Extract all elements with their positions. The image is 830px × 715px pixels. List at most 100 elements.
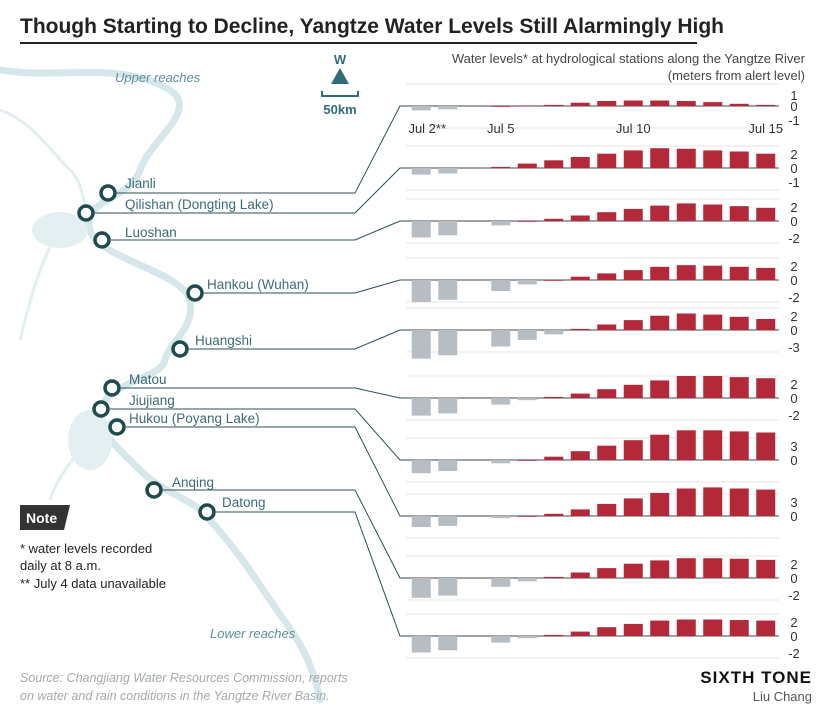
bar [650, 315, 670, 330]
bar [491, 516, 511, 519]
tick-label: 3 [790, 495, 797, 510]
tributary [0, 108, 92, 216]
tick-label: -2 [788, 290, 800, 305]
tick-label: 2 [790, 615, 797, 630]
station-label: Matou [129, 372, 167, 387]
upper-reaches-label: Upper reaches [115, 70, 201, 85]
bar [729, 431, 749, 460]
tick-label: 0 [790, 161, 797, 176]
bar [650, 434, 670, 460]
bar [676, 430, 696, 460]
bar [676, 203, 696, 221]
tick-label: 0 [790, 453, 797, 468]
station-label: Hukou (Poyang Lake) [129, 411, 260, 426]
bar [650, 492, 670, 516]
bar [438, 636, 458, 651]
bar [756, 153, 776, 168]
station-label: Anqing [172, 475, 214, 490]
tick-label: 3 [790, 439, 797, 454]
bar [570, 215, 590, 221]
bar [597, 568, 617, 578]
bar [703, 487, 723, 516]
bar [491, 106, 511, 107]
bar [597, 101, 617, 106]
connector-line [95, 167, 406, 214]
note-badge [20, 505, 70, 530]
author-credit: Liu Chang [753, 689, 812, 704]
bar [650, 620, 670, 636]
bar [438, 460, 458, 471]
connector-line [216, 511, 406, 637]
bar [411, 516, 431, 527]
bar [729, 488, 749, 516]
bar [411, 168, 431, 175]
bar [517, 516, 537, 517]
bar [544, 576, 564, 578]
bar [703, 430, 723, 460]
bar [650, 266, 670, 280]
bar [491, 166, 511, 168]
tick-label: -3 [788, 340, 800, 355]
connector-line [121, 387, 406, 399]
bar [676, 376, 696, 398]
station-marker [92, 400, 110, 418]
bar [729, 558, 749, 578]
bar [517, 330, 537, 340]
bar [491, 460, 511, 464]
tick-label: 0 [790, 509, 797, 524]
bar [438, 168, 458, 174]
panel-huangshi: 20 -3 [406, 307, 800, 359]
note-badge-label: Note [26, 510, 57, 526]
station-label: Huangshi [195, 333, 252, 348]
tick-label: 0 [790, 323, 797, 338]
bar [517, 221, 537, 222]
dongting-lake [32, 212, 88, 248]
tick-label: 0 [790, 629, 797, 644]
bar [756, 207, 776, 221]
bar [676, 265, 696, 280]
bar [491, 330, 511, 347]
panel-hankou-wuhan: 20 -2 [406, 257, 800, 305]
tick-label: 2 [790, 200, 797, 215]
tick-label: 0 [790, 99, 797, 114]
panel-luoshan: 20 -2 [406, 198, 800, 246]
bar [729, 620, 749, 636]
bar [411, 106, 431, 111]
bar [703, 204, 723, 221]
source-line-2: on water and rain conditions in the Yang… [20, 689, 329, 703]
tick-label: -2 [788, 588, 800, 603]
note-box: Note * water levels recorded daily at 8 … [20, 505, 166, 591]
compass-label: W [334, 52, 347, 67]
bar [597, 153, 617, 168]
tick-label: 0 [790, 391, 797, 406]
panel-datong: 20 -2 [406, 613, 800, 661]
date-label: Jul 2** [408, 121, 446, 136]
bar [729, 377, 749, 398]
bar [756, 267, 776, 280]
connector-line [111, 220, 406, 241]
bar [756, 620, 776, 636]
tick-label: 2 [790, 147, 797, 162]
tick-label: 2 [790, 557, 797, 572]
connector-line [117, 105, 406, 194]
bar [411, 221, 431, 238]
bar [676, 313, 696, 330]
bar [650, 148, 670, 168]
lower-reaches-label: Lower reaches [210, 626, 296, 641]
station-marker [77, 204, 95, 222]
poyang-lake [68, 410, 112, 470]
bar [729, 103, 749, 106]
bar [517, 460, 537, 461]
tick-label: -1 [788, 113, 800, 128]
bar [703, 265, 723, 280]
bar [623, 150, 643, 168]
bar [650, 560, 670, 578]
station-marker [108, 418, 126, 436]
chart-unit: (meters from alert level) [668, 68, 805, 83]
bar [703, 619, 723, 636]
bar [703, 314, 723, 330]
station-label: Luoshan [125, 225, 177, 240]
bar [411, 280, 431, 302]
